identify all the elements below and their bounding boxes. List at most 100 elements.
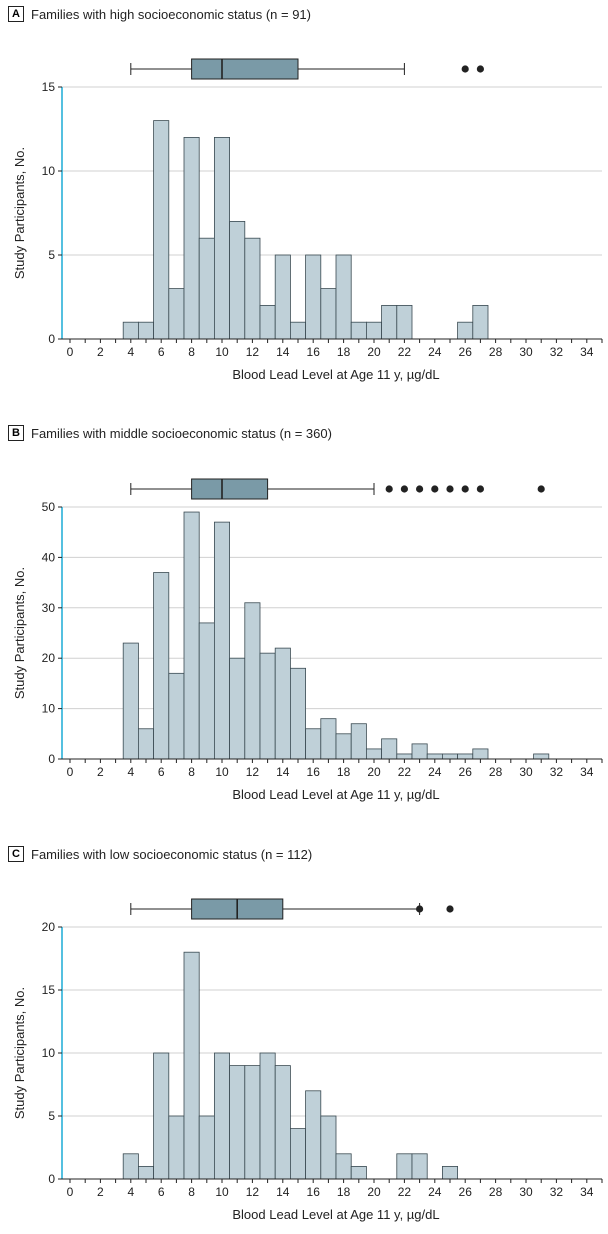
histogram-bar	[168, 672, 185, 760]
histogram-bar	[365, 748, 382, 760]
y-tick-label: 10	[42, 164, 56, 178]
histogram-bar	[426, 753, 443, 760]
x-tick-label: 8	[188, 765, 195, 779]
y-tick-label: 15	[42, 80, 56, 94]
histogram-bar	[183, 137, 200, 340]
panel-a-letter: A	[8, 6, 24, 22]
x-tick-label: 22	[398, 345, 412, 359]
x-tick-label: 4	[127, 345, 134, 359]
histogram-bar	[320, 718, 337, 760]
histogram-bar	[213, 137, 230, 340]
x-axis-title: Blood Lead Level at Age 11 y, µg/dL	[232, 787, 439, 802]
x-tick-label: 0	[67, 1185, 74, 1199]
x-tick-label: 2	[97, 345, 104, 359]
y-tick-label: 5	[48, 248, 55, 262]
histogram-bar	[153, 1052, 170, 1180]
x-tick-label: 26	[459, 765, 473, 779]
histogram-bar	[289, 667, 306, 760]
x-tick-label: 4	[127, 1185, 134, 1199]
x-tick-label: 28	[489, 345, 503, 359]
histogram-bar	[441, 1165, 458, 1180]
x-tick-label: 20	[367, 1185, 381, 1199]
histogram-bar	[229, 1065, 246, 1180]
x-axis-title: Blood Lead Level at Age 11 y, µg/dL	[232, 1207, 439, 1222]
y-tick-label: 30	[42, 601, 56, 615]
y-tick-label: 10	[42, 1046, 56, 1060]
y-tick-label: 20	[42, 920, 56, 934]
x-tick-label: 32	[550, 1185, 564, 1199]
x-tick-label: 22	[398, 1185, 412, 1199]
x-tick-label: 12	[246, 765, 260, 779]
x-tick-label: 24	[428, 1185, 442, 1199]
boxplot-box	[191, 478, 269, 500]
x-tick-label: 30	[519, 345, 533, 359]
boxplot-outlier	[476, 485, 484, 493]
histogram-bar	[122, 321, 139, 340]
histogram-bar	[472, 748, 489, 760]
histogram-bar	[411, 1153, 428, 1180]
boxplot-outlier	[461, 485, 469, 493]
histogram-bar	[350, 321, 367, 340]
x-tick-label: 34	[580, 765, 594, 779]
x-tick-label: 30	[519, 1185, 533, 1199]
boxplot-outlier	[400, 485, 408, 493]
histogram-bar	[335, 1153, 352, 1180]
boxplot-outlier	[461, 65, 469, 73]
histogram-bar	[381, 304, 398, 340]
x-tick-label: 18	[337, 1185, 351, 1199]
histogram-bar	[153, 572, 170, 760]
x-tick-label: 28	[489, 1185, 503, 1199]
histogram-bar	[259, 652, 276, 760]
boxplot-outlier	[446, 485, 454, 493]
y-tick-label: 0	[48, 1172, 55, 1186]
x-tick-label: 32	[550, 765, 564, 779]
x-tick-label: 22	[398, 765, 412, 779]
x-tick-label: 4	[127, 765, 134, 779]
x-tick-label: 6	[158, 765, 165, 779]
x-tick-label: 16	[307, 1185, 321, 1199]
x-tick-label: 10	[215, 765, 229, 779]
histogram-bar	[198, 1115, 215, 1180]
histogram-bar	[259, 304, 276, 340]
boxplot-outlier	[416, 905, 424, 913]
histogram-bar	[289, 1128, 306, 1180]
histogram-bar	[533, 753, 550, 760]
x-tick-label: 30	[519, 765, 533, 779]
x-tick-label: 10	[215, 1185, 229, 1199]
histogram-bar	[244, 237, 261, 340]
histogram-bar	[137, 321, 154, 340]
x-tick-label: 32	[550, 345, 564, 359]
histogram-bar	[213, 521, 230, 760]
boxplot-outlier	[476, 65, 484, 73]
histogram-bar	[320, 288, 337, 340]
y-tick-label: 0	[48, 752, 55, 766]
histogram-bar	[350, 1165, 367, 1180]
y-tick-label: 10	[42, 702, 56, 716]
x-tick-label: 0	[67, 345, 74, 359]
histogram-bar	[168, 1115, 185, 1180]
x-tick-label: 26	[459, 345, 473, 359]
histogram-bar	[122, 1153, 139, 1180]
boxplot-outlier	[446, 905, 454, 913]
histogram-bar	[122, 642, 139, 760]
y-axis-title: Study Participants, No.	[12, 147, 27, 279]
panel-b-header: B Families with middle socioeconomic sta…	[8, 423, 332, 443]
histogram-bar	[289, 321, 306, 340]
histogram-bar	[274, 647, 291, 760]
boxplot-outlier	[431, 485, 439, 493]
histogram-bar	[305, 254, 322, 340]
histogram-bar	[305, 728, 322, 760]
histogram-bar	[320, 1115, 337, 1180]
x-tick-label: 6	[158, 1185, 165, 1199]
x-tick-label: 16	[307, 765, 321, 779]
x-tick-label: 16	[307, 345, 321, 359]
panel-c-letter: C	[8, 846, 24, 862]
x-tick-label: 8	[188, 345, 195, 359]
x-tick-label: 10	[215, 345, 229, 359]
x-tick-label: 2	[97, 765, 104, 779]
histogram-bar	[244, 602, 261, 760]
x-tick-label: 28	[489, 765, 503, 779]
x-tick-label: 0	[67, 765, 74, 779]
histogram-bar	[396, 753, 413, 760]
